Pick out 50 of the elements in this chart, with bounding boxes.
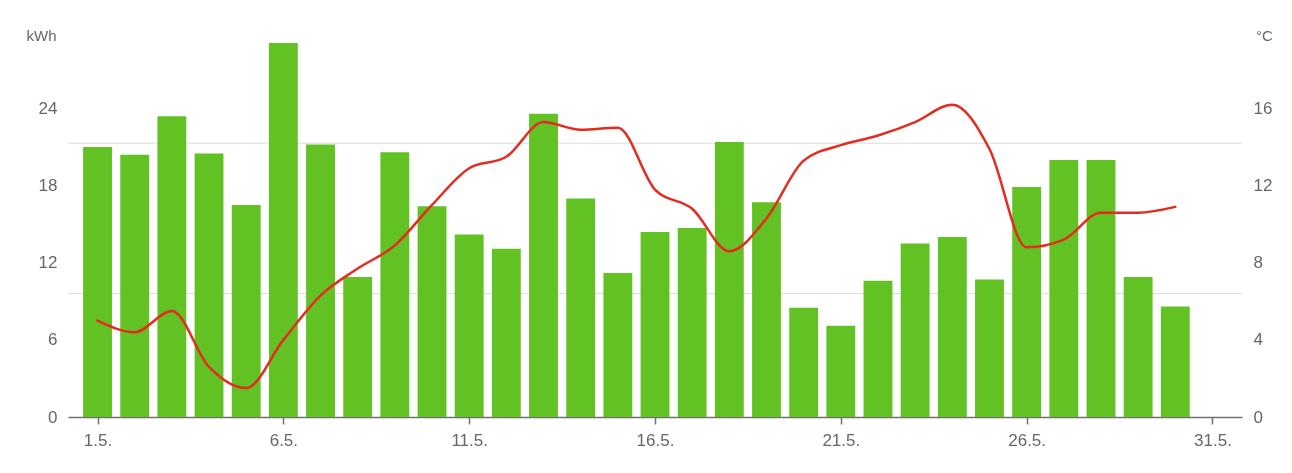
bar — [417, 206, 447, 417]
bar — [900, 243, 930, 417]
x-tick-label: 11.5. — [451, 430, 488, 450]
x-tick-label: 6.5. — [269, 430, 299, 450]
bar — [826, 325, 856, 417]
x-tick-label: 16.5. — [636, 430, 675, 450]
bar — [231, 204, 261, 417]
y2-axis-title: °C — [1256, 26, 1274, 44]
y-tick-label: 18 — [38, 176, 58, 196]
y2-tick-label: 0 — [1253, 407, 1263, 427]
y2-tick-label: 8 — [1253, 253, 1263, 273]
x-tick-label: 26.5. — [1008, 430, 1047, 450]
y-tick-label: 0 — [48, 407, 58, 427]
bar — [640, 231, 670, 417]
y-tick-label: 6 — [48, 330, 58, 350]
bar — [1160, 306, 1190, 417]
bar — [380, 152, 410, 417]
bar — [714, 141, 744, 417]
y-tick-label: 12 — [38, 253, 58, 273]
bar — [677, 228, 707, 417]
bar — [566, 198, 596, 417]
bar — [120, 154, 150, 417]
bar — [937, 237, 967, 417]
y2-tick-label: 12 — [1253, 176, 1273, 196]
bar — [343, 276, 373, 417]
y-axis-title: kWh — [26, 26, 57, 44]
bar — [268, 43, 298, 417]
bar — [157, 116, 187, 417]
bar — [1049, 159, 1079, 417]
bar — [603, 273, 633, 417]
x-tick-label: 31.5. — [1194, 430, 1232, 450]
bar — [975, 279, 1004, 417]
bar — [752, 202, 781, 417]
bar — [1012, 186, 1042, 417]
bar — [194, 153, 224, 417]
line-series — [96, 103, 1177, 390]
bar — [1086, 159, 1116, 417]
bar — [306, 144, 335, 417]
bar — [1123, 276, 1153, 417]
x-tick-label: 21.5. — [822, 430, 861, 450]
bar — [454, 234, 484, 417]
bar — [863, 280, 893, 417]
y2-tick-label: 4 — [1253, 330, 1263, 350]
bar — [529, 113, 558, 417]
y-tick-label: 24 — [38, 99, 58, 119]
x-tick-label: 1.5. — [83, 430, 113, 450]
y2-tick-label: 16 — [1253, 99, 1273, 119]
bar — [491, 248, 521, 417]
bar — [789, 307, 819, 417]
bar — [83, 147, 112, 417]
